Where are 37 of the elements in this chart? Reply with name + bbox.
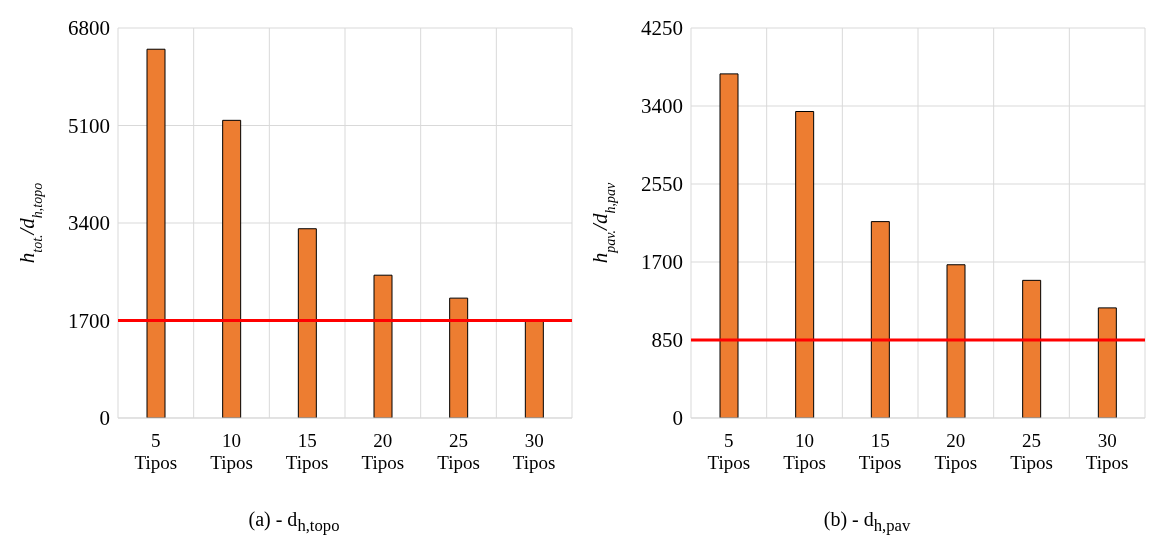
x-tick-label: 25 Tipos xyxy=(1010,430,1053,473)
bar xyxy=(146,48,166,418)
text: (b) - d$_{h,pav}$ xyxy=(822,508,912,536)
bar xyxy=(524,320,544,418)
y-tick-label: 6800 xyxy=(68,16,110,41)
x-tick-label: 5 Tipos xyxy=(707,430,751,473)
x-tick-label: 30 Tipos xyxy=(1085,430,1129,473)
x-tick-label: 10 Tipos xyxy=(210,430,253,473)
bar xyxy=(373,274,393,418)
bar xyxy=(449,297,469,418)
x-tick-label: 20 Tipos xyxy=(934,430,978,473)
y-tick-label: 3400 xyxy=(68,211,110,236)
y-tick-label: 850 xyxy=(651,328,683,353)
x-tick-label: 15 Tipos xyxy=(858,430,902,473)
text: (a) - d$_{h,topo}$ xyxy=(247,508,341,536)
x-tick-label: 10 Tipos xyxy=(783,430,826,473)
y-tick-label: 1700 xyxy=(68,308,110,333)
y-tick-label: 1700 xyxy=(641,250,683,275)
y-tick-label: 0 xyxy=(672,406,683,431)
bar xyxy=(222,119,242,418)
bar xyxy=(946,264,966,418)
x-tick-label: 20 Tipos xyxy=(361,430,405,473)
y-tick-label: 4250 xyxy=(641,16,683,41)
bar xyxy=(719,73,739,418)
x-tick-label: 25 Tipos xyxy=(437,430,480,473)
bar xyxy=(297,228,317,418)
x-tick-label: 15 Tipos xyxy=(285,430,329,473)
y-tick-label: 5100 xyxy=(68,113,110,138)
bar xyxy=(870,221,890,418)
y-tick-label: 2550 xyxy=(641,172,683,197)
bar xyxy=(1022,279,1042,418)
bar xyxy=(795,111,815,418)
x-tick-label: 30 Tipos xyxy=(512,430,556,473)
y-tick-label: 0 xyxy=(99,406,110,431)
bar xyxy=(1097,307,1117,418)
y-tick-label: 3400 xyxy=(641,94,683,119)
x-tick-label: 5 Tipos xyxy=(134,430,178,473)
